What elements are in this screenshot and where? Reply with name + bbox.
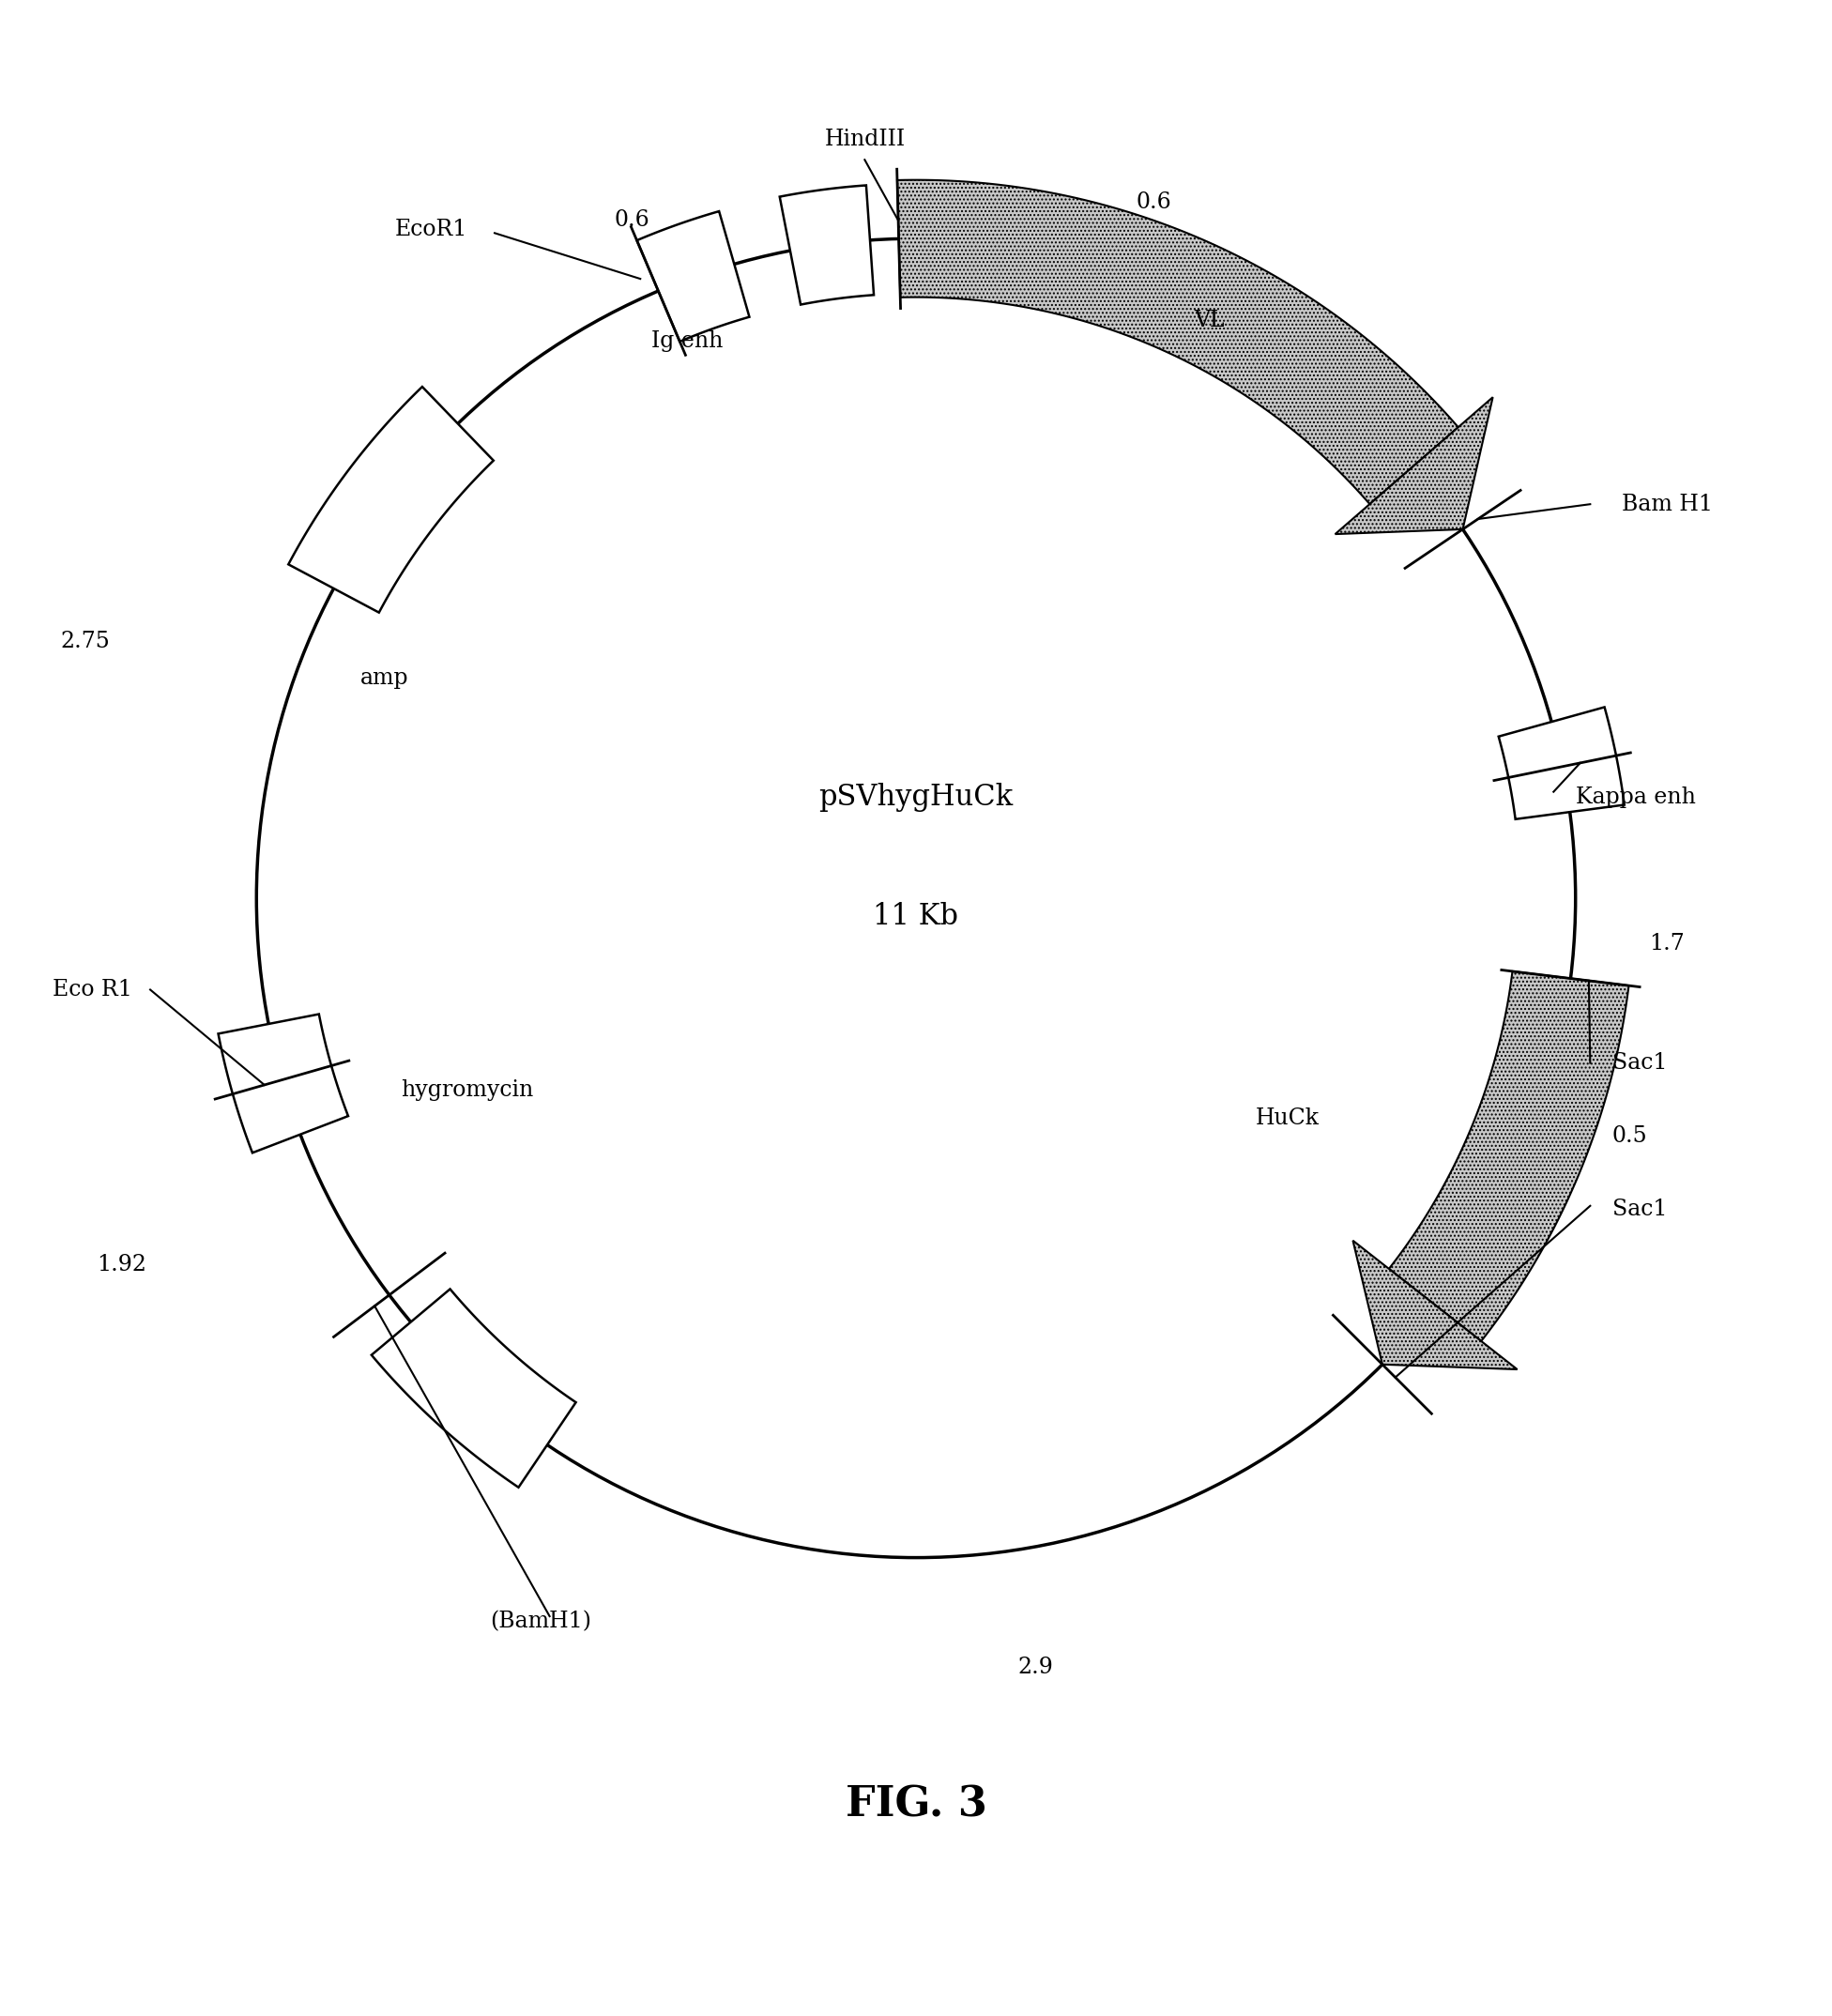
- Text: Kappa enh: Kappa enh: [1576, 786, 1696, 808]
- Text: Sac1: Sac1: [1612, 1200, 1667, 1220]
- Text: EcoR1: EcoR1: [394, 218, 467, 240]
- Polygon shape: [218, 1014, 348, 1153]
- Polygon shape: [780, 185, 874, 304]
- Text: Sac1: Sac1: [1612, 1052, 1667, 1075]
- Text: 2.75: 2.75: [60, 631, 110, 653]
- Text: Bam H1: Bam H1: [1621, 494, 1713, 514]
- Polygon shape: [288, 387, 493, 613]
- Text: HindIII: HindIII: [824, 129, 905, 151]
- Polygon shape: [1389, 972, 1629, 1341]
- Text: amp: amp: [361, 667, 409, 689]
- Polygon shape: [898, 179, 1458, 504]
- Polygon shape: [1352, 1240, 1517, 1369]
- Text: Ig enh: Ig enh: [650, 331, 724, 351]
- Text: 0.6: 0.6: [1136, 192, 1172, 214]
- Text: 0.6: 0.6: [614, 210, 650, 232]
- Text: Eco R1: Eco R1: [53, 980, 132, 1000]
- Polygon shape: [638, 212, 749, 341]
- Text: 11 Kb: 11 Kb: [874, 901, 958, 931]
- Text: VL: VL: [1194, 310, 1224, 333]
- Text: 0.5: 0.5: [1612, 1125, 1647, 1147]
- Text: HuCk: HuCk: [1255, 1107, 1319, 1129]
- Text: 2.9: 2.9: [1017, 1657, 1053, 1679]
- Text: pSVhygHuCk: pSVhygHuCk: [819, 782, 1013, 812]
- Text: 1.7: 1.7: [1649, 933, 1684, 956]
- Text: hygromycin: hygromycin: [401, 1081, 533, 1101]
- Polygon shape: [1336, 397, 1493, 534]
- Polygon shape: [372, 1288, 575, 1488]
- Text: 1.92: 1.92: [97, 1254, 147, 1276]
- Text: (BamH1): (BamH1): [489, 1611, 592, 1633]
- Text: FIG. 3: FIG. 3: [845, 1784, 987, 1824]
- Polygon shape: [1499, 708, 1625, 818]
